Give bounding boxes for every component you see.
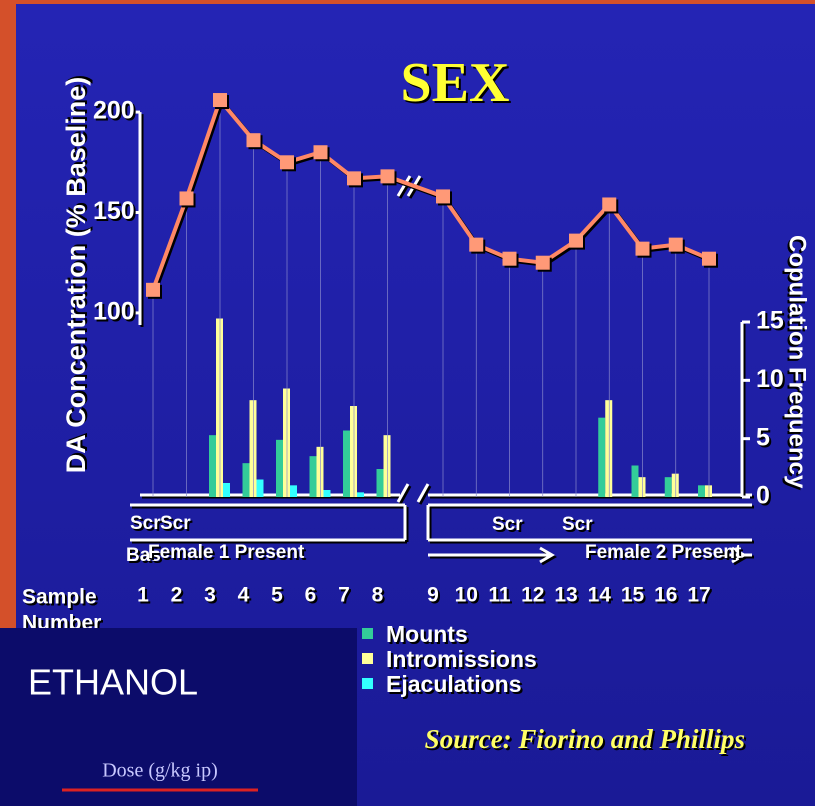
x-tick-label: 13 (554, 584, 577, 607)
legend-label: Mounts (386, 621, 468, 647)
annotation: Scr (130, 513, 161, 534)
annotation: Female 2 Present (585, 542, 742, 563)
y-tick-label: 200 (93, 97, 135, 125)
x-tick-label: 15 (621, 584, 645, 607)
bar (256, 479, 264, 497)
x-tick-label: 3 (204, 584, 216, 607)
bar (216, 318, 223, 497)
bar (290, 485, 297, 497)
annotation: Scr (160, 513, 191, 534)
annotation: Scr (492, 514, 523, 535)
y2-tick-label: 5 (756, 423, 770, 451)
x-tick-label: 5 (271, 584, 283, 607)
legend-label: Intromissions (386, 646, 537, 672)
x-tick-label: 8 (372, 584, 384, 607)
panel-link[interactable]: Dose (g/kg ip) (102, 760, 218, 782)
line-marker (280, 155, 294, 170)
x-tick-label: 7 (338, 584, 350, 607)
y2-tick-label: 0 (756, 482, 770, 510)
bar (209, 435, 216, 497)
bar (316, 446, 324, 497)
bar (698, 485, 705, 497)
bar (705, 485, 712, 497)
panel-title: ETHANOL (28, 662, 198, 703)
y2-tick-label: 10 (756, 365, 784, 393)
line-marker (213, 93, 227, 108)
line-marker (436, 189, 450, 204)
x-tick-label: 10 (455, 584, 478, 607)
bar (343, 430, 350, 497)
x-tick-label: 14 (588, 584, 612, 607)
line-marker (146, 282, 160, 297)
line-marker (313, 145, 328, 160)
bar (223, 483, 230, 497)
x-tick-label: 9 (427, 584, 439, 607)
line-marker (569, 233, 583, 248)
bar (631, 465, 639, 497)
line-marker (668, 237, 683, 252)
x-tick-label: 1 (137, 584, 149, 607)
overlay-panel: ETHANOL Dose (g/kg ip) (0, 628, 357, 806)
y2-tick-label: 15 (756, 307, 784, 335)
line-marker (179, 191, 194, 206)
line-marker (602, 197, 617, 212)
bar (376, 469, 384, 497)
x-axis-label: Sample (22, 586, 97, 609)
bar (638, 477, 646, 497)
x-tick-label: 4 (238, 584, 250, 607)
annotation: Female 1 Present (148, 542, 305, 563)
x-tick-label: 6 (305, 584, 317, 607)
bar (350, 406, 357, 497)
line-marker (535, 255, 550, 270)
bar (598, 417, 606, 497)
x-tick-label: 17 (687, 584, 710, 607)
x-tick-label: 11 (488, 584, 511, 607)
y2-axis-label: Copulation Frequency (784, 235, 811, 489)
line-marker (347, 171, 361, 186)
panel-background (0, 628, 357, 806)
bar (664, 477, 672, 497)
chart-title: SEX (401, 52, 510, 114)
bar (605, 400, 613, 497)
legend-swatch (362, 628, 373, 639)
bar (383, 435, 391, 497)
y-tick-label: 100 (93, 298, 135, 326)
bar (323, 490, 331, 497)
line-marker (502, 251, 517, 266)
line-marker (469, 237, 484, 252)
x-tick-label: 2 (171, 584, 183, 607)
bar (242, 463, 250, 497)
bar (249, 400, 257, 497)
bar (283, 388, 290, 497)
line-marker (635, 241, 650, 256)
baseline-frame (130, 175, 752, 564)
legend-swatch (362, 653, 373, 664)
legend-label: Ejaculations (386, 671, 521, 697)
bar (671, 473, 679, 497)
x-tick-label: 12 (521, 584, 544, 607)
annotation: Scr (562, 514, 593, 535)
legend-swatch (362, 678, 373, 689)
annotation: Bas (126, 545, 161, 566)
line-marker (246, 133, 261, 148)
y-tick-label: 150 (93, 197, 135, 225)
line-marker (380, 169, 395, 184)
line-marker (702, 251, 716, 266)
bar (357, 492, 364, 497)
source-note: Source: Fiorino and Phillips (425, 724, 745, 754)
x-tick-label: 16 (654, 584, 677, 607)
bar (309, 456, 317, 497)
y-axis-label: DA Concentration (% Baseline) (61, 77, 91, 474)
bar (276, 439, 283, 497)
